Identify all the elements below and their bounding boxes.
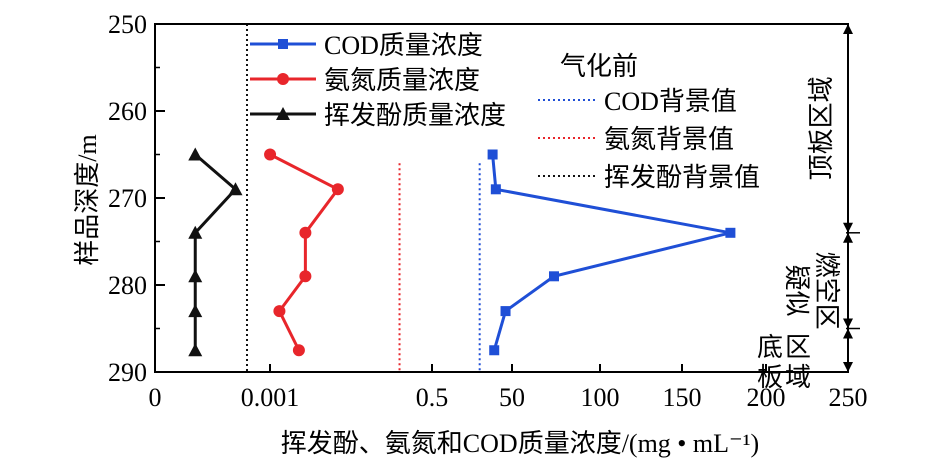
data-point-triangle: [228, 182, 243, 196]
region-label-char: 板: [757, 363, 783, 392]
x-tick-label: 0: [149, 383, 162, 412]
background-lines: [246, 24, 481, 372]
data-point-circle: [292, 344, 305, 357]
legend-label: COD背景值: [604, 87, 737, 116]
data-point-square: [725, 227, 736, 238]
y-tick-label: 270: [108, 184, 147, 213]
legend-label: 氨氮质量浓度: [324, 66, 480, 95]
legend-label: COD质量浓度: [324, 31, 483, 60]
data-point-circle: [273, 305, 286, 318]
series-line: [491, 154, 731, 351]
y-axis-title: 样品深度/m: [73, 134, 102, 265]
data-point-square: [489, 345, 500, 356]
region-label-char: 域: [785, 363, 811, 392]
data-point-circle: [331, 183, 344, 196]
series-line: [269, 153, 341, 351]
data-point-circle: [299, 226, 312, 239]
legend-label: 挥发酚质量浓度: [324, 101, 506, 130]
legend-label: 氨氮背景值: [604, 125, 734, 154]
x-tick-label: 50: [499, 383, 525, 412]
region-label: 燃空区: [812, 252, 841, 330]
data-point-square: [500, 306, 511, 317]
x-tick-label: 0.5: [416, 383, 449, 412]
series-group: [188, 147, 736, 357]
data-point-square: [487, 149, 498, 160]
region-arrow-head: [843, 232, 853, 243]
x-tick-label: 250: [829, 383, 868, 412]
data-point-square: [549, 271, 559, 282]
x-axis-title: 挥发酚、氨氮和COD质量浓度/(mg • mL⁻¹): [281, 429, 759, 458]
data-point-square: [490, 184, 501, 195]
data-point-circle: [299, 270, 312, 283]
legend-title: 气化前: [560, 52, 638, 81]
data-point-circle: [264, 148, 277, 161]
y-tick-label: 280: [108, 271, 147, 300]
data-point-triangle: [188, 225, 203, 239]
region-arrow-head: [843, 362, 853, 372]
x-tick-label: 150: [663, 383, 702, 412]
region-arrow-head: [843, 318, 853, 329]
legend-label: 挥发酚背景值: [604, 163, 760, 192]
legend-marker: [276, 107, 290, 120]
legend-marker: [277, 73, 289, 85]
x-tick-label: 0.001: [241, 383, 300, 412]
legend-marker: [278, 39, 288, 49]
x-tick-label: 200: [747, 383, 786, 412]
data-point-triangle: [188, 343, 203, 357]
region-label: 疑似: [782, 265, 811, 317]
data-point-triangle: [188, 304, 203, 318]
y-tick-label: 290: [108, 358, 147, 387]
y-tick-label: 260: [108, 97, 147, 126]
series-line: [193, 153, 238, 351]
region-label: 顶板区域: [807, 76, 836, 180]
data-point-triangle: [188, 147, 203, 161]
region-arrow-head: [843, 24, 853, 34]
region-arrow-head: [843, 328, 853, 339]
y-tick-label: 250: [108, 10, 147, 39]
region-label-char: 区: [785, 333, 811, 362]
x-tick-label: 100: [581, 383, 620, 412]
region-label-char: 底: [757, 333, 783, 362]
data-point-triangle: [188, 269, 203, 283]
region-arrow-head: [843, 222, 853, 233]
